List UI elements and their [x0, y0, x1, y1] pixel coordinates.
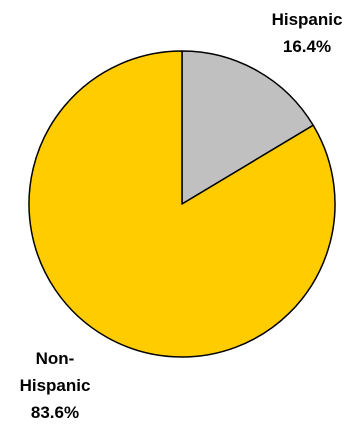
slice-value-hispanic: 16.4% [283, 37, 331, 56]
pie-slice-non-hispanic [28, 50, 336, 358]
slice-name-non-hispanic-line-1: Non- [36, 349, 75, 368]
slice-name-hispanic-line-1: Hispanic [272, 10, 343, 29]
slice-label-non-hispanic: Non- Hispanic 83.6% [20, 349, 91, 422]
slice-value-non-hispanic: 83.6% [31, 403, 79, 422]
pie-slice-hispanic [181, 50, 314, 205]
slice-name-non-hispanic-line-2: Hispanic [20, 376, 91, 395]
pie-slices [28, 50, 336, 358]
slice-label-hispanic: Hispanic 16.4% [272, 10, 343, 56]
